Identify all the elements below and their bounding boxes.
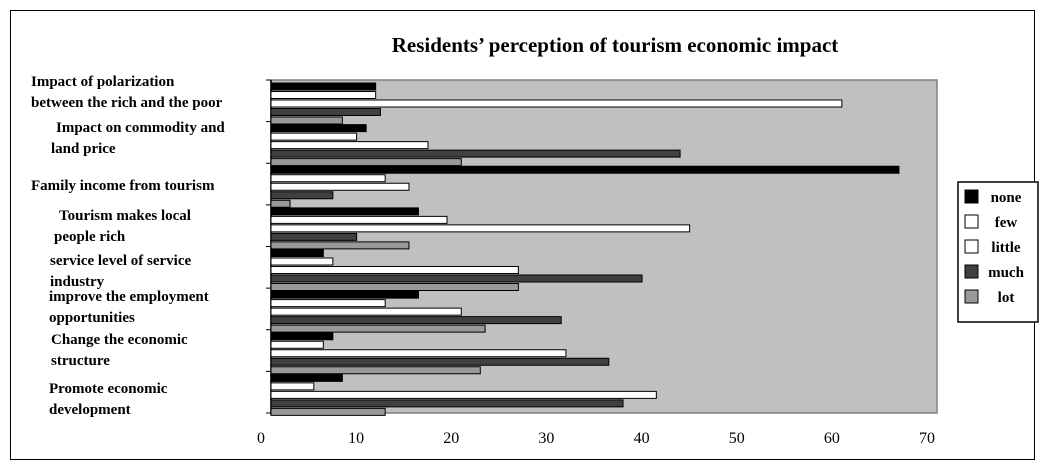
bar-few <box>270 340 324 349</box>
x-tick-label: 40 <box>634 430 650 447</box>
category-label: service level of service <box>50 253 192 269</box>
legend-label-none: none <box>991 190 1022 206</box>
bar-little <box>270 390 657 399</box>
bar-none <box>270 249 324 257</box>
bar-much <box>270 274 643 283</box>
bar-few <box>270 215 448 224</box>
category-label: land price <box>51 141 116 157</box>
category-label: industry <box>50 274 105 290</box>
bar-much <box>270 191 334 200</box>
bar-lot <box>270 158 462 167</box>
category-label: development <box>49 402 131 418</box>
bar-few <box>270 91 377 99</box>
legend-swatch-few <box>964 214 979 229</box>
legend-label-little: little <box>991 240 1020 256</box>
category-label: between the rich and the poor <box>31 95 223 111</box>
category-label: people rich <box>54 229 126 245</box>
x-tick-label: 10 <box>348 430 364 447</box>
bar-lot <box>270 116 343 125</box>
bar-little <box>270 307 462 316</box>
bar-much <box>270 399 624 408</box>
category-label: Impact on commodity and <box>56 120 225 136</box>
bar-none <box>270 207 419 216</box>
category-label: improve the employment <box>49 289 209 305</box>
bar-few <box>270 299 386 308</box>
category-label: Change the economic <box>51 332 188 348</box>
bar-little <box>270 99 843 108</box>
bar-none <box>270 165 900 174</box>
category-label: Promote economic <box>49 381 168 397</box>
category-label: Impact of polarization <box>31 74 175 90</box>
legend-swatch-lot <box>964 289 979 304</box>
bar-few <box>270 257 334 266</box>
bar-few <box>270 132 358 141</box>
bar-little <box>270 266 519 274</box>
bar-much <box>270 108 381 116</box>
x-tick-label: 30 <box>538 430 554 447</box>
chart-title: Residents’ perception of tourism economi… <box>392 33 839 57</box>
bar-none <box>270 332 334 341</box>
category-label: opportunities <box>49 310 135 326</box>
bar-none <box>270 82 377 91</box>
legend-label-lot: lot <box>998 290 1015 306</box>
bar-much <box>270 316 562 325</box>
bar-lot <box>270 199 291 208</box>
bar-much <box>270 357 610 366</box>
x-tick-label: 0 <box>257 430 265 447</box>
category-label: Family income from tourism <box>31 178 215 194</box>
category-label: Tourism makes local <box>59 208 191 224</box>
bar-none <box>270 373 343 382</box>
legend-swatch-little <box>964 239 979 254</box>
bar-lot <box>270 366 481 375</box>
bar-lot <box>270 407 386 416</box>
bar-much <box>270 149 681 158</box>
bar-none <box>270 290 419 299</box>
legend-label-much: much <box>988 265 1024 281</box>
bar-little <box>270 224 691 233</box>
x-tick-label: 70 <box>919 430 935 447</box>
bar-little <box>270 182 410 191</box>
bar-little <box>270 349 567 358</box>
legend-swatch-much <box>964 264 979 279</box>
bar-few <box>270 174 386 183</box>
bar-few <box>270 382 315 391</box>
x-tick-label: 20 <box>443 430 459 447</box>
bar-lot <box>270 241 410 250</box>
bar-lot <box>270 324 486 333</box>
x-tick-label: 60 <box>824 430 840 447</box>
legend-label-few: few <box>995 215 1018 231</box>
x-tick-label: 50 <box>729 430 745 447</box>
legend-swatch-none <box>964 189 979 204</box>
bar-little <box>270 141 429 150</box>
bar-lot <box>270 283 519 291</box>
bar-none <box>270 124 367 133</box>
bar-much <box>270 232 358 241</box>
category-label: structure <box>51 353 110 369</box>
